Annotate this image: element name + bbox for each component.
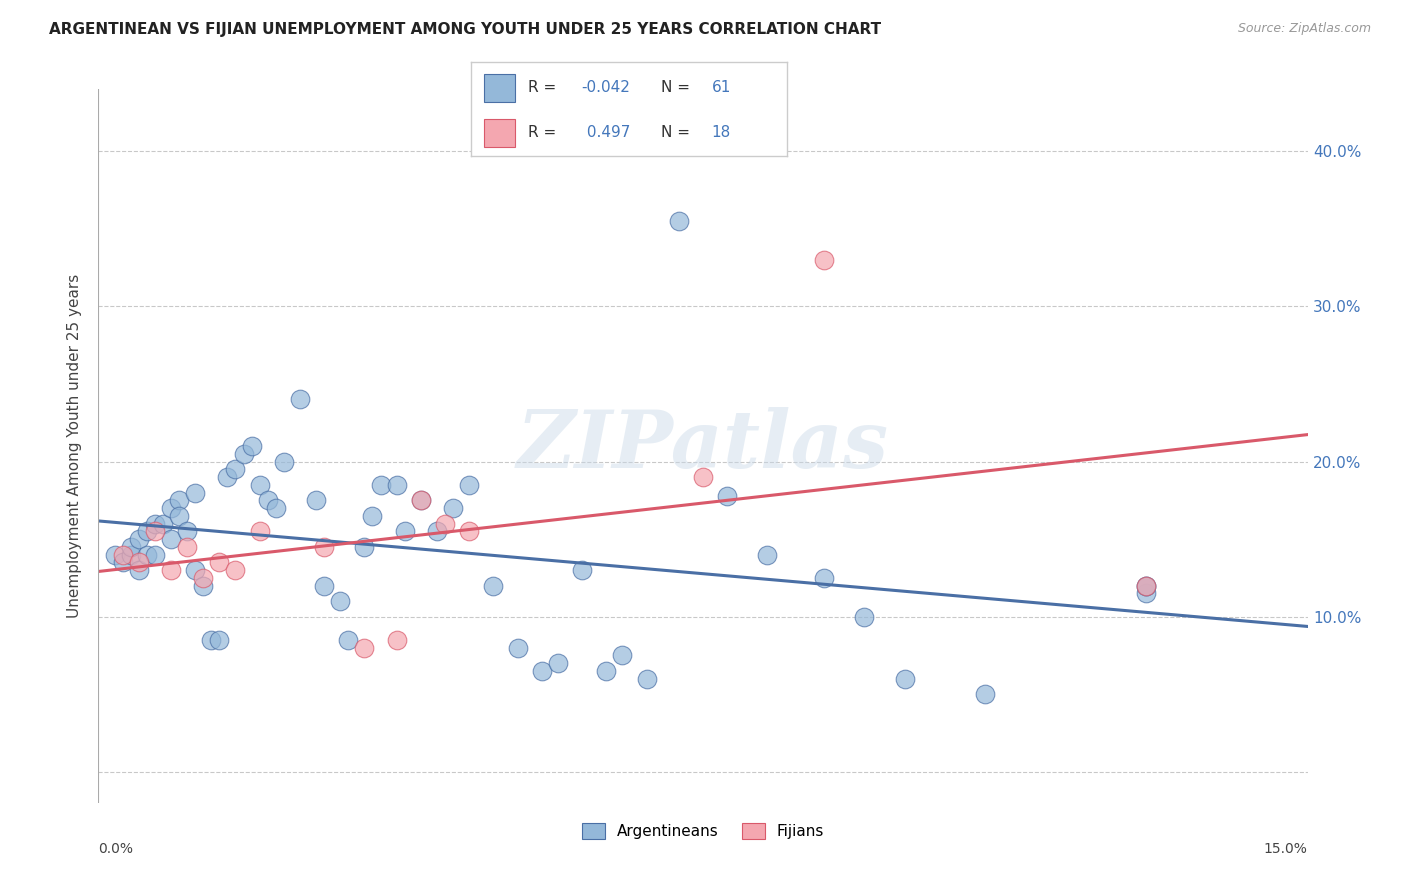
Point: [208, 555, 231, 569]
Point: [120, 548, 142, 562]
Point: [636, 672, 658, 686]
Point: [853, 609, 876, 624]
Point: [176, 540, 198, 554]
Point: [409, 493, 432, 508]
Point: [547, 656, 569, 670]
Point: [426, 524, 449, 539]
Point: [353, 540, 375, 554]
Point: [314, 540, 336, 554]
Point: [482, 579, 505, 593]
Text: -0.042: -0.042: [582, 80, 631, 95]
Point: [571, 563, 593, 577]
Point: [305, 493, 328, 508]
Point: [167, 493, 190, 508]
FancyBboxPatch shape: [484, 119, 516, 147]
Point: [434, 516, 457, 531]
Point: [120, 540, 142, 554]
Point: [353, 640, 375, 655]
Text: N =: N =: [661, 80, 695, 95]
Point: [232, 447, 254, 461]
Text: 18: 18: [711, 125, 731, 140]
Legend: Argentineans, Fijians: Argentineans, Fijians: [575, 817, 831, 845]
Point: [224, 563, 246, 577]
Point: [595, 664, 617, 678]
Point: [329, 594, 352, 608]
Point: [143, 524, 166, 539]
Point: [394, 524, 416, 539]
Point: [813, 571, 835, 585]
Point: [184, 485, 207, 500]
Text: R =: R =: [529, 125, 561, 140]
FancyBboxPatch shape: [484, 74, 516, 102]
Point: [974, 687, 997, 701]
Point: [1135, 579, 1157, 593]
Point: [249, 524, 271, 539]
Text: 0.497: 0.497: [582, 125, 630, 140]
Point: [1135, 579, 1157, 593]
Point: [160, 532, 183, 546]
Text: 15.0%: 15.0%: [1264, 841, 1308, 855]
Point: [208, 632, 231, 647]
Text: ZIPatlas: ZIPatlas: [517, 408, 889, 484]
Point: [152, 516, 174, 531]
Point: [893, 672, 915, 686]
Point: [612, 648, 634, 663]
Y-axis label: Unemployment Among Youth under 25 years: Unemployment Among Youth under 25 years: [67, 274, 83, 618]
Point: [193, 579, 215, 593]
Point: [716, 489, 738, 503]
Point: [385, 477, 408, 491]
Point: [361, 508, 384, 523]
Point: [193, 571, 215, 585]
Point: [167, 508, 190, 523]
Point: [143, 516, 166, 531]
Point: [264, 501, 287, 516]
Point: [160, 563, 183, 577]
Point: [337, 632, 360, 647]
Point: [135, 548, 157, 562]
Point: [288, 392, 311, 407]
Point: [176, 524, 198, 539]
Point: [813, 252, 835, 267]
Point: [314, 579, 336, 593]
Point: [143, 548, 166, 562]
Point: [441, 501, 464, 516]
Point: [160, 501, 183, 516]
Text: 0.0%: 0.0%: [98, 841, 134, 855]
Point: [200, 632, 222, 647]
Point: [217, 470, 239, 484]
Point: [111, 548, 134, 562]
Text: 61: 61: [711, 80, 731, 95]
Point: [224, 462, 246, 476]
Point: [756, 548, 779, 562]
Point: [135, 524, 157, 539]
Point: [409, 493, 432, 508]
Point: [128, 532, 150, 546]
Text: Source: ZipAtlas.com: Source: ZipAtlas.com: [1237, 22, 1371, 36]
Point: [128, 555, 150, 569]
Text: R =: R =: [529, 80, 561, 95]
Text: N =: N =: [661, 125, 695, 140]
Point: [668, 214, 690, 228]
Point: [128, 563, 150, 577]
Point: [506, 640, 529, 655]
Point: [530, 664, 553, 678]
Point: [458, 477, 481, 491]
Point: [692, 470, 714, 484]
Text: ARGENTINEAN VS FIJIAN UNEMPLOYMENT AMONG YOUTH UNDER 25 YEARS CORRELATION CHART: ARGENTINEAN VS FIJIAN UNEMPLOYMENT AMONG…: [49, 22, 882, 37]
Point: [1135, 586, 1157, 600]
Point: [240, 439, 263, 453]
Point: [458, 524, 481, 539]
Point: [256, 493, 278, 508]
Point: [370, 477, 392, 491]
Point: [103, 548, 125, 562]
Point: [184, 563, 207, 577]
Point: [111, 555, 134, 569]
Point: [273, 454, 295, 468]
Point: [1135, 579, 1157, 593]
Point: [249, 477, 271, 491]
Point: [385, 632, 408, 647]
